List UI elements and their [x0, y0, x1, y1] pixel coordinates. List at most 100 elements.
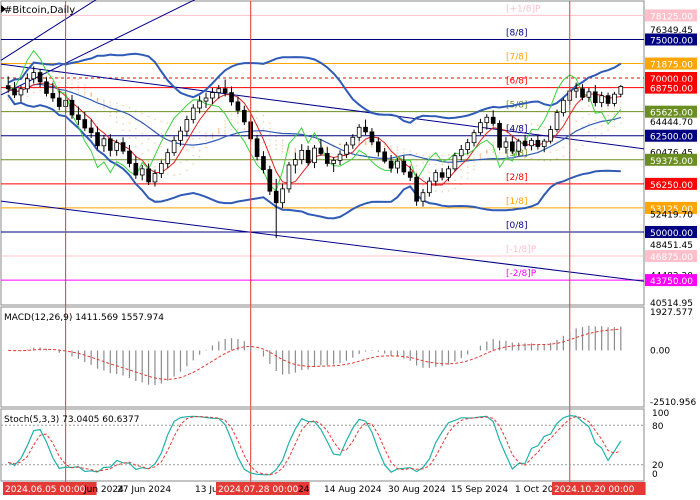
cloud-dot	[600, 116, 603, 119]
cloud-dot	[422, 161, 424, 164]
cloud-dot	[166, 122, 169, 124]
cloud-dot	[115, 116, 118, 119]
price-axis-tag	[645, 250, 697, 263]
cloud-dot	[581, 144, 584, 147]
cloud-dot	[77, 92, 80, 94]
price-axis-label: 68750.00	[650, 85, 693, 95]
cloud-dot	[441, 154, 443, 157]
cloud-dot	[403, 148, 405, 150]
candle-body	[350, 136, 356, 146]
cloud-dot	[620, 106, 622, 109]
cloud-dot	[256, 117, 258, 119]
cloud-dot	[128, 107, 131, 109]
murrey-label: [-2/8]P	[506, 269, 537, 279]
cloud-dot	[428, 155, 431, 157]
cloud-dot	[83, 84, 86, 87]
candle-body	[548, 129, 553, 142]
cloud-dot	[269, 122, 271, 124]
cloud-dot	[441, 163, 443, 166]
cloud-dot	[269, 144, 271, 147]
cloud-dot	[32, 91, 35, 94]
cloud-dot	[294, 147, 297, 150]
candle-body	[510, 141, 515, 152]
cloud-dot	[141, 132, 144, 135]
macd-pane[interactable]: 1927.577 0.00 -2510.956	[0, 306, 696, 408]
candle-body	[114, 142, 119, 151]
macd-signal-line	[8, 328, 621, 380]
price-pane[interactable]	[0, 0, 645, 306]
cloud-dot	[549, 143, 552, 145]
time-axis-label: 1 Oct 20	[515, 485, 554, 495]
cloud-dot	[115, 102, 118, 105]
candle-body	[299, 149, 305, 161]
time-axis-label: 2024.06.05 00:00	[5, 485, 86, 495]
cloud-dot	[473, 157, 475, 159]
cloud-dot	[230, 118, 233, 121]
time-axis-label: 24	[298, 485, 310, 495]
time-axis-label: 15 Sep 2024	[451, 485, 508, 495]
cloud-dot	[396, 152, 399, 154]
candle-body	[88, 127, 94, 134]
stoch-axis-label: 80	[652, 422, 664, 432]
cloud-dot	[422, 184, 424, 186]
stoch-axis-label: 0	[652, 470, 658, 480]
cloud-dot	[415, 171, 418, 173]
cloud-dot	[396, 149, 399, 152]
candle-body	[522, 140, 528, 147]
candle-body	[305, 149, 311, 164]
candle-body	[369, 131, 375, 143]
candle-body	[516, 140, 522, 152]
candle-body	[25, 78, 30, 90]
price-axis-tag	[645, 201, 697, 214]
cloud-dot	[549, 151, 552, 153]
murrey-label: [4/8]	[506, 125, 528, 135]
candle-body	[318, 147, 324, 154]
cloud-dot	[415, 152, 418, 155]
candle-body	[503, 141, 509, 148]
candle-body	[490, 116, 496, 124]
cloud-dot	[135, 145, 137, 148]
candle-body	[82, 119, 88, 129]
candle-body	[184, 119, 190, 132]
cloud-dot	[620, 111, 622, 114]
cloud-dot	[154, 118, 156, 120]
cloud-dot	[115, 111, 118, 114]
cloud-dot	[13, 98, 16, 100]
price-axis-label: 43750.00	[650, 277, 693, 287]
cloud-dot	[211, 136, 214, 138]
candle-body	[165, 152, 171, 164]
murrey-label: [0/8]	[506, 221, 528, 231]
candle-body	[216, 88, 222, 94]
cloud-dot	[562, 146, 565, 149]
collapse-arrow-icon[interactable]	[1, 5, 6, 13]
candle-body	[37, 72, 43, 83]
cloud-dot	[537, 150, 539, 153]
cloud-dot	[160, 145, 163, 148]
cloud-dot	[390, 145, 392, 147]
cloud-dot	[434, 154, 437, 157]
candle-body	[561, 99, 566, 114]
stochastic-pane[interactable]: 100 80 200	[0, 408, 669, 482]
cloud-dot	[128, 122, 131, 124]
murrey-label: [2/8]	[506, 173, 528, 183]
cloud-dot	[83, 93, 86, 96]
cloud-dot	[109, 104, 112, 107]
cloud-dot	[103, 99, 105, 101]
price-axis-label: 59375.00	[650, 157, 693, 167]
cloud-dot	[135, 136, 137, 139]
candle-body	[458, 149, 464, 157]
cloud-dot	[128, 129, 131, 132]
cloud-dot	[262, 128, 265, 130]
candle-body	[465, 142, 470, 150]
candle-body	[286, 164, 292, 190]
price-axis-tag	[645, 71, 697, 84]
price-axis-label: 78125.00	[650, 12, 693, 22]
cloud-dot	[205, 146, 207, 149]
cloud-dot	[415, 165, 418, 167]
price-axis-tag	[645, 177, 697, 190]
price-axis-tag	[645, 274, 697, 287]
vertical-date-markers	[65, 1, 571, 482]
cloud-dot	[447, 154, 450, 156]
cloud-dot	[524, 123, 526, 126]
